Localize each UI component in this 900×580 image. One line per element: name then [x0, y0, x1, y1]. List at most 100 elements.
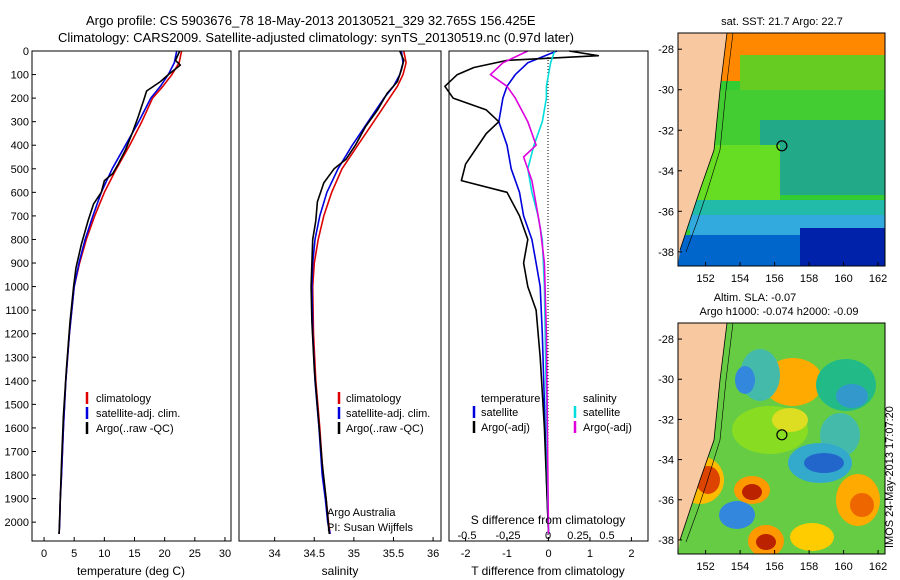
depth-tick-label: 1400 [5, 376, 29, 388]
depth-tick-label: 500 [11, 164, 29, 176]
sla-lon-axis: 152 154 156 158 160 162 [696, 550, 887, 573]
s-diff-tick-label: 0 [545, 530, 551, 542]
depth-tick-label: 0 [23, 46, 29, 58]
x-tick-label: 20 [159, 548, 171, 560]
series-line-climatology [311, 50, 407, 535]
series-line-salinity-argo-adj [489, 50, 550, 534]
temperature-xlabel: temperature (deg C) [77, 564, 185, 578]
depth-tick-label: 1500 [5, 399, 29, 411]
series-line-temperature-argo-adj [444, 50, 600, 534]
temperature-panel: 0100200300400500600700800900100011001200… [5, 46, 232, 578]
legend-label-temp-argo: Argo(-adj) [481, 422, 530, 434]
lat-tick-label: -32 [658, 125, 674, 137]
series-line-satellite-adj-clim [311, 50, 404, 535]
lat-tick-label: -30 [658, 85, 674, 97]
depth-tick-label: 200 [11, 93, 29, 105]
s-diff-tick-label: -0.5 [458, 530, 477, 542]
sst-lon-axis: 152 154 156 158 160 162 [696, 262, 887, 285]
series-line-argo-raw-qc [310, 50, 405, 534]
legend-label-sal-argo: Argo(-adj) [583, 422, 632, 434]
depth-tick-label: 400 [11, 140, 29, 152]
lon-tick-label: 158 [800, 273, 818, 285]
lat-tick-label: -34 [658, 455, 674, 467]
depth-tick-label: 300 [11, 117, 29, 129]
lon-tick-label: 156 [765, 273, 783, 285]
sla-lat-axis: -28 -30 -32 -34 -36 -38 [658, 334, 682, 547]
salinity-frame [238, 50, 442, 542]
temperature-series [58, 50, 183, 534]
legend-title-temperature: temperature [481, 393, 540, 405]
credit-line-2: PI: Susan Wijffels [327, 522, 413, 534]
difference-x2label: S difference from climatology [471, 513, 626, 527]
header-line-1: Argo profile: CS 5903676_78 18-May-2013 … [86, 13, 536, 28]
legend-label-climatology: climatology [96, 393, 152, 405]
x-tick-label: 10 [98, 548, 110, 560]
x-tick-label: 34 [269, 548, 281, 560]
depth-tick-label: 100 [11, 70, 29, 82]
argo-location-marker [776, 429, 788, 441]
lon-tick-label: 154 [731, 561, 749, 573]
lon-tick-label: 162 [869, 273, 887, 285]
legend-label-climatology: climatology [346, 393, 402, 405]
x-tick-label: 34.5 [304, 548, 325, 560]
legend-label-argo: Argo(..raw -QC) [346, 423, 424, 435]
t-difference-axis: -2 -1 0 1 2 [461, 537, 634, 560]
lat-tick-label: -28 [658, 44, 674, 56]
x-tick-label: 15 [128, 548, 140, 560]
lat-tick-label: -38 [658, 535, 674, 547]
temperature-axis: 0 5 10 15 20 25 30 [41, 537, 231, 560]
lon-tick-label: 152 [696, 273, 714, 285]
difference-frame [448, 50, 649, 542]
sst-map-frame [677, 32, 886, 267]
sst-map-panel: sat. SST: 21.7 Argo: 22.7 152 154 156 158 16… [658, 16, 887, 285]
sla-map-image [678, 323, 885, 554]
lat-tick-label: -32 [658, 414, 674, 426]
lat-tick-label: -36 [658, 495, 674, 507]
x-tick-label: 35.5 [383, 548, 404, 560]
s-difference-axis: -0.5 -0.25 0 0.25 0.5 [458, 530, 615, 542]
depth-tick-label: 2000 [5, 517, 29, 529]
x-tick-label: 25 [189, 548, 201, 560]
salinity-axis: 34 34.5 35 35.5 36 [269, 537, 439, 560]
salinity-xlabel: salinity [322, 564, 359, 578]
depth-tick-label: 1900 [5, 494, 29, 506]
x-tick-label: -1 [502, 548, 512, 560]
lon-tick-label: 160 [834, 561, 852, 573]
lon-tick-label: 162 [869, 561, 887, 573]
depth-tick-label: 700 [11, 211, 29, 223]
lat-tick-label: -38 [658, 247, 674, 259]
sla-map-subtitle: Argo h1000: -0.074 h2000: -0.09 [699, 306, 858, 318]
s-diff-tick-label: -0.25 [495, 530, 520, 542]
series-line-temperature-satellite [497, 50, 558, 534]
sst-map-image [678, 33, 885, 266]
depth-tick-label: 1200 [5, 329, 29, 341]
series-line-satellite-adj-clim [58, 50, 178, 534]
legend-label-satellite: satellite-adj. clim. [96, 408, 180, 420]
sst-lat-axis: -28 -30 -32 -34 -36 -38 [658, 44, 682, 259]
salinity-series [310, 50, 407, 535]
imos-timestamp: IMOS 24-May-2013 17:07:20 [884, 406, 896, 548]
difference-xlabel: T difference from climatology [471, 564, 625, 578]
depth-tick-label: 900 [11, 258, 29, 270]
lon-tick-label: 154 [731, 273, 749, 285]
lat-tick-label: -34 [658, 166, 674, 178]
lon-tick-label: 160 [834, 273, 852, 285]
lat-tick-label: -28 [658, 334, 674, 346]
s-diff-tick-label: 0.5 [599, 530, 614, 542]
x-tick-label: 30 [219, 548, 231, 560]
depth-axis: 0 100 200 300 400 500 600 700 800 900 1000 1100 1200… [5, 46, 36, 529]
depth-tick-label: 600 [11, 187, 29, 199]
legend-title-salinity: salinity [583, 393, 617, 405]
x-tick-label: 36 [427, 548, 439, 560]
s-diff-tick-label: 0.25 [567, 530, 588, 542]
temperature-legend: climatology satellite-adj. clim. Argo(..… [85, 392, 180, 435]
argo-location-marker [776, 140, 788, 152]
credit-line-1: Argo Australia [327, 507, 396, 519]
lat-tick-label: -36 [658, 206, 674, 218]
x-tick-label: -2 [461, 548, 471, 560]
australia-land [678, 33, 727, 266]
difference-panel: -2 -1 0 1 2 -0.5 -0.25 0 0.25 0.5 T difference f… [444, 50, 649, 578]
salinity-panel: 34 34.5 35 35.5 36 salinity climatology sate… [238, 50, 442, 578]
sla-map-panel: Altim. SLA: -0.07 Argo h1000: -0.074 h20… [658, 292, 887, 573]
